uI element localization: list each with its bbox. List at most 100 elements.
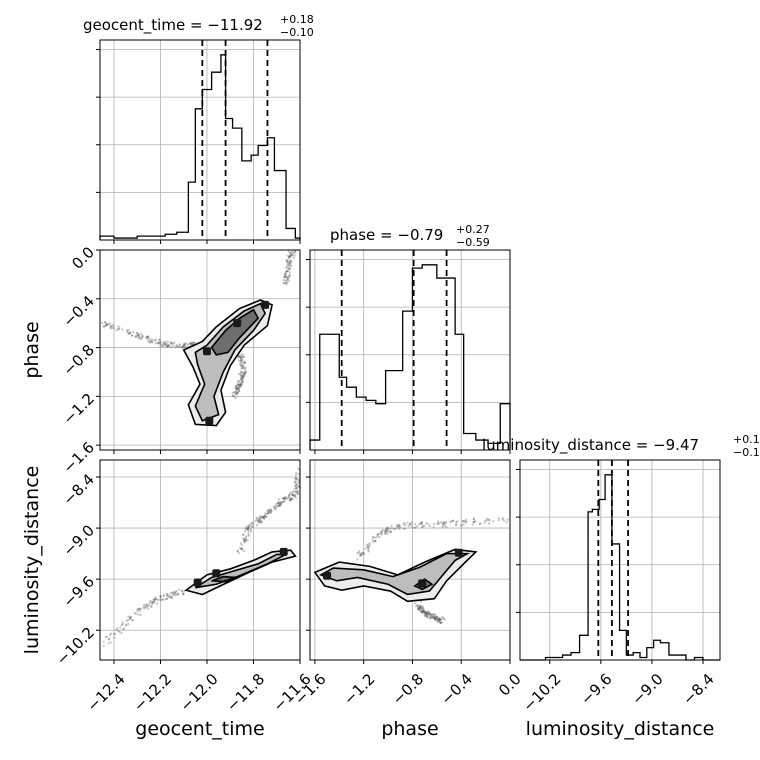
sample-point <box>117 328 120 331</box>
density-panel-geocent_time-phase <box>96 249 301 454</box>
sample-point <box>293 481 296 484</box>
sample-point <box>291 252 294 255</box>
sample-point <box>257 518 261 521</box>
sample-point <box>465 518 468 522</box>
sample-point <box>426 612 429 615</box>
sample-point <box>263 514 267 518</box>
sample-point <box>386 526 389 529</box>
sample-point <box>422 611 425 614</box>
sample-point <box>151 601 154 604</box>
sample-point <box>461 519 464 522</box>
sample-point <box>439 621 442 624</box>
x-axis-luminosity_distance: −10.2 −9.6 −9.0 −8.4 luminosity_distance <box>519 670 717 740</box>
sample-point <box>102 640 105 643</box>
sample-point <box>263 515 266 518</box>
panel-frame <box>99 249 301 451</box>
sample-point <box>234 397 237 400</box>
sample-point <box>238 386 241 389</box>
sample-point <box>146 336 149 339</box>
sample-point <box>238 383 241 387</box>
sample-point <box>239 547 242 550</box>
sample-point <box>439 619 442 622</box>
sample-point <box>162 342 165 345</box>
sample-point <box>286 260 289 263</box>
sample-point <box>506 518 509 521</box>
sample-point <box>146 605 149 608</box>
sample-point <box>289 253 293 257</box>
sample-point <box>180 589 184 592</box>
sample-point <box>114 632 117 636</box>
sample-point <box>266 512 269 515</box>
sample-point <box>104 321 107 324</box>
sample-point <box>127 328 130 332</box>
sample-point <box>438 617 442 620</box>
sample-point <box>367 547 370 550</box>
sample-point <box>174 591 177 594</box>
sample-point <box>288 499 291 502</box>
sample-point <box>276 505 280 508</box>
sample-point <box>278 505 281 508</box>
sample-point <box>438 618 441 621</box>
sample-point <box>132 330 135 334</box>
sample-point <box>422 610 425 613</box>
sample-point <box>190 343 193 346</box>
sample-point <box>289 267 292 271</box>
sample-point <box>261 515 265 518</box>
sample-point <box>237 355 240 358</box>
y-tick-label: 0.0 <box>68 243 98 273</box>
sample-point <box>235 390 238 393</box>
y-tick-label: −1.2 <box>60 390 98 428</box>
sample-point <box>176 592 179 595</box>
sample-point <box>287 256 291 259</box>
sample-point <box>120 623 123 627</box>
sample-point <box>291 493 295 497</box>
sample-point <box>158 338 161 342</box>
sample-point <box>182 346 186 349</box>
sample-point <box>385 529 388 532</box>
sample-point <box>235 388 238 391</box>
sample-point <box>431 616 434 620</box>
sample-point <box>236 391 239 394</box>
sample-point <box>282 496 286 499</box>
sample-point <box>241 374 244 378</box>
sample-point <box>102 644 105 648</box>
sample-point <box>409 522 412 526</box>
sample-point <box>241 364 244 367</box>
title-equals: = <box>375 226 397 244</box>
sample-point <box>381 528 384 532</box>
sample-point <box>435 616 438 620</box>
sample-point <box>109 632 112 635</box>
sample-point <box>421 610 424 614</box>
sample-point <box>463 519 466 522</box>
sample-point <box>170 342 174 345</box>
sample-point <box>419 522 422 525</box>
sample-point <box>275 503 278 506</box>
sample-point <box>472 521 475 524</box>
sample-point <box>182 592 185 595</box>
density-panel-phase-luminosity_distance <box>306 459 511 664</box>
sample-point <box>392 527 395 530</box>
sample-point <box>279 501 283 505</box>
sample-point <box>266 509 269 513</box>
contour-line <box>184 549 297 596</box>
sample-point <box>280 500 283 504</box>
x-tick-label: −0.8 <box>389 670 427 708</box>
sample-point <box>142 606 145 609</box>
sample-point <box>260 516 263 519</box>
sample-point <box>281 500 285 503</box>
sample-point <box>241 353 244 356</box>
sample-point <box>248 523 251 526</box>
sample-point <box>505 521 508 524</box>
sample-point <box>159 343 162 346</box>
panel-title: geocent_time = −11.92 <box>83 16 263 35</box>
sample-point <box>428 613 432 616</box>
sample-point <box>386 526 389 530</box>
sample-point <box>107 638 111 641</box>
sample-point <box>158 341 161 344</box>
sample-point <box>294 480 298 483</box>
sample-point <box>283 497 286 501</box>
sample-point <box>141 335 145 338</box>
sample-point <box>433 618 437 621</box>
sample-point <box>284 271 287 274</box>
sample-point <box>372 540 375 543</box>
